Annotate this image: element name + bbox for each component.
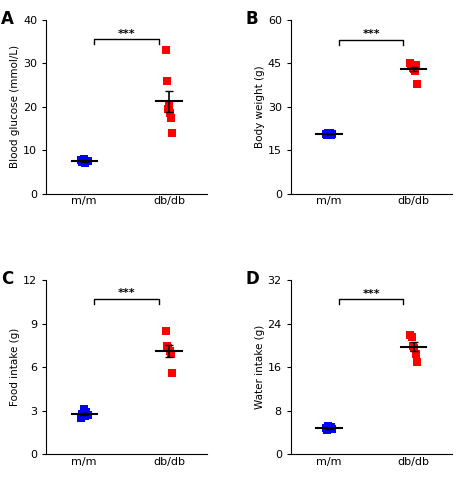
Text: ***: *** <box>118 288 136 298</box>
Point <box>329 130 336 138</box>
Text: ***: *** <box>362 29 380 39</box>
Point <box>77 414 84 422</box>
Point <box>326 129 333 137</box>
Point <box>83 408 90 416</box>
Point <box>167 114 175 122</box>
Point <box>165 344 172 352</box>
Point <box>78 410 86 418</box>
Point <box>408 62 415 70</box>
Point <box>169 129 176 137</box>
Y-axis label: Body weight (g): Body weight (g) <box>255 65 265 148</box>
Y-axis label: Water intake (g): Water intake (g) <box>255 325 265 409</box>
Point <box>162 327 169 335</box>
Point <box>84 158 91 166</box>
Point <box>167 350 175 358</box>
Point <box>323 426 331 434</box>
Point <box>166 109 174 117</box>
Point <box>83 157 90 165</box>
Text: D: D <box>246 270 260 288</box>
Y-axis label: Food intake (g): Food intake (g) <box>10 328 20 406</box>
Point <box>410 65 417 73</box>
Point <box>327 131 335 139</box>
Point <box>409 342 417 350</box>
Point <box>81 159 89 167</box>
Point <box>81 413 89 421</box>
Point <box>80 405 87 413</box>
Point <box>327 423 335 431</box>
Point <box>322 424 329 432</box>
Point <box>414 80 421 88</box>
Text: A: A <box>1 9 14 27</box>
Point <box>326 425 333 433</box>
Point <box>165 101 172 109</box>
Text: ***: *** <box>118 28 136 38</box>
Point <box>163 342 171 350</box>
Point <box>162 46 169 54</box>
Point <box>412 350 420 358</box>
Point <box>409 64 416 72</box>
Point <box>407 59 414 67</box>
Point <box>407 331 414 339</box>
Point <box>80 155 87 163</box>
Point <box>408 333 415 341</box>
Point <box>322 130 329 138</box>
Point <box>411 344 418 352</box>
Y-axis label: Blood glucose (mmol/L): Blood glucose (mmol/L) <box>10 45 20 168</box>
Point <box>169 369 176 377</box>
Point <box>78 158 86 166</box>
Point <box>163 77 171 85</box>
Point <box>166 347 173 355</box>
Point <box>412 61 420 69</box>
Point <box>329 425 336 433</box>
Point <box>77 156 84 164</box>
Point <box>164 105 171 113</box>
Point <box>414 358 421 366</box>
Text: C: C <box>1 270 13 288</box>
Text: B: B <box>246 9 258 27</box>
Point <box>84 411 91 419</box>
Point <box>325 423 332 431</box>
Point <box>323 131 331 139</box>
Text: ***: *** <box>362 288 380 298</box>
Point <box>411 67 419 75</box>
Point <box>325 129 332 137</box>
